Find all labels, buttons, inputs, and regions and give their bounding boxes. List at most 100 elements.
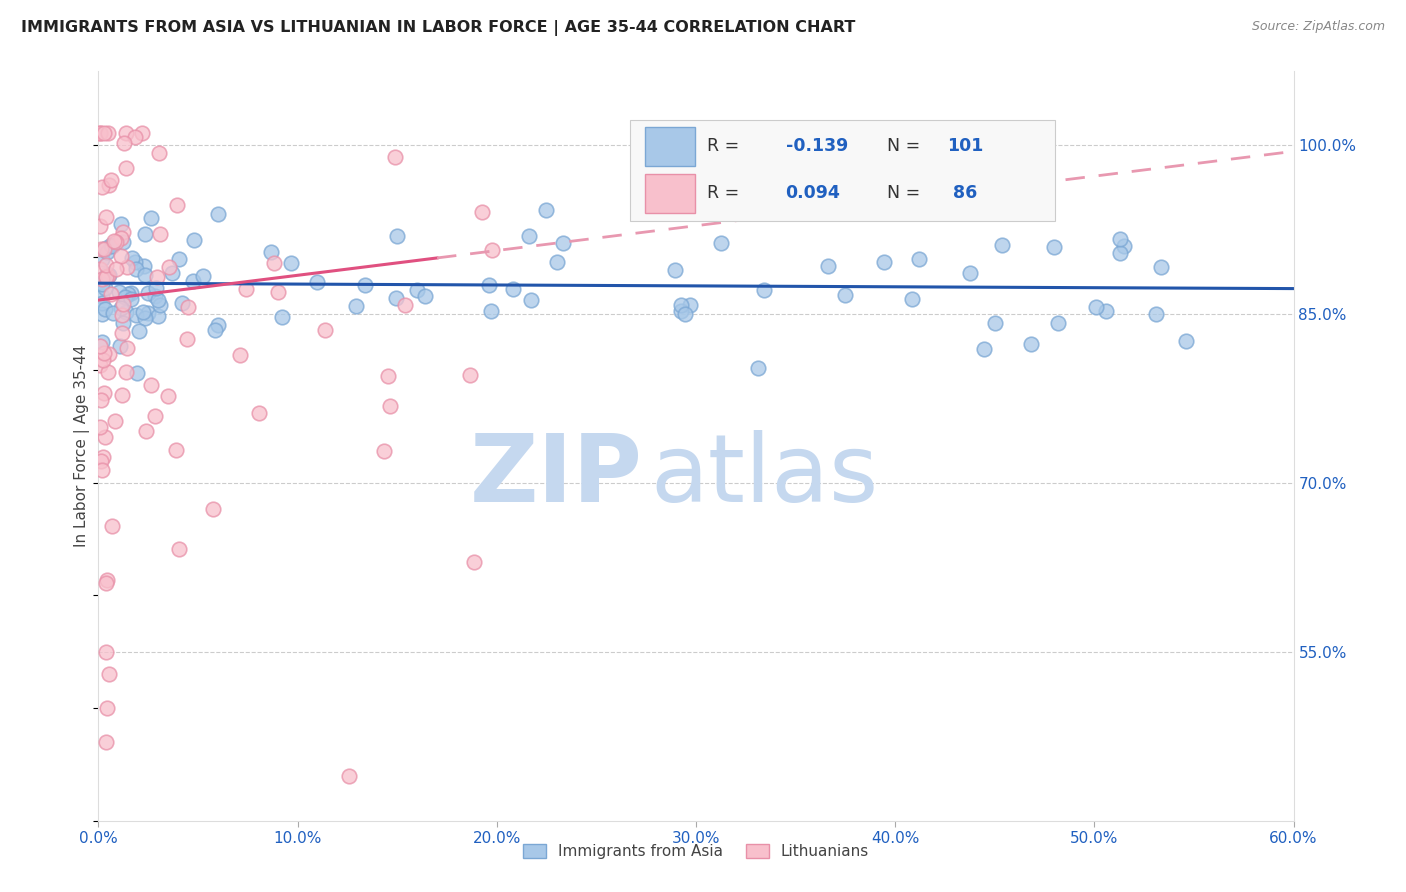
Point — [354, 277, 377, 292]
Point — [110, 230, 132, 244]
Point — [148, 145, 170, 160]
Point — [413, 289, 436, 303]
Text: IMMIGRANTS FROM ASIA VS LITHUANIAN IN LABOR FORCE | AGE 35-44 CORRELATION CHART: IMMIGRANTS FROM ASIA VS LITHUANIAN IN LA… — [21, 20, 855, 36]
Point — [105, 235, 128, 250]
Point — [1043, 239, 1066, 253]
Point — [112, 235, 135, 249]
Point — [110, 301, 132, 315]
Text: 0.094: 0.094 — [786, 185, 841, 202]
Point — [125, 261, 148, 276]
Point — [101, 306, 124, 320]
Point — [111, 316, 134, 330]
Text: 86: 86 — [948, 185, 977, 202]
Point — [534, 202, 557, 217]
Point — [94, 270, 117, 285]
Point — [104, 261, 127, 276]
Point — [149, 227, 172, 241]
Point — [111, 225, 134, 239]
Bar — [644, 127, 695, 166]
Text: Source: ZipAtlas.com: Source: ZipAtlas.com — [1251, 20, 1385, 33]
Point — [1019, 337, 1042, 351]
Point — [93, 126, 115, 140]
Point — [1144, 307, 1167, 321]
Point — [115, 341, 138, 355]
Point — [131, 126, 153, 140]
Point — [959, 266, 981, 280]
Point — [384, 150, 406, 164]
Point — [91, 450, 114, 464]
Point — [91, 463, 114, 477]
Point — [201, 501, 224, 516]
Point — [89, 358, 111, 372]
Point — [96, 245, 118, 260]
Point — [229, 349, 252, 363]
Point — [463, 555, 485, 569]
Point — [89, 419, 111, 434]
Point — [110, 249, 132, 263]
Point — [111, 297, 134, 311]
Point — [96, 267, 118, 281]
Point — [260, 245, 283, 260]
Point — [93, 352, 115, 367]
Point — [146, 310, 169, 324]
Point — [94, 430, 117, 444]
Point — [172, 295, 194, 310]
Point — [101, 239, 124, 253]
Point — [519, 229, 541, 244]
Point — [110, 217, 132, 231]
Point — [89, 126, 111, 140]
Point — [377, 369, 399, 384]
Point — [148, 298, 170, 312]
Point — [1085, 300, 1108, 314]
Point — [546, 255, 568, 269]
Point — [520, 293, 543, 308]
Point — [502, 282, 524, 296]
Point — [141, 377, 163, 392]
Point — [834, 288, 856, 302]
Point — [235, 282, 257, 296]
Point — [93, 346, 115, 360]
Point — [96, 645, 118, 659]
Point — [96, 735, 118, 749]
Point — [121, 251, 143, 265]
Point — [145, 281, 167, 295]
Point — [1108, 246, 1130, 260]
Point — [100, 172, 122, 186]
Point — [94, 269, 117, 284]
Point — [385, 291, 408, 305]
Point — [112, 136, 135, 150]
Point — [271, 310, 294, 324]
Point — [973, 342, 995, 356]
Point — [97, 126, 120, 140]
Point — [207, 318, 229, 332]
Point — [124, 255, 146, 269]
FancyBboxPatch shape — [630, 120, 1054, 221]
Point — [94, 241, 117, 255]
Point — [134, 227, 156, 241]
Point — [139, 211, 162, 226]
Point — [91, 334, 114, 349]
Point — [280, 256, 302, 270]
Point — [100, 238, 122, 252]
Point — [94, 575, 117, 590]
Point — [90, 242, 112, 256]
Y-axis label: In Labor Force | Age 35-44: In Labor Force | Age 35-44 — [75, 345, 90, 547]
Point — [93, 242, 115, 256]
Point — [124, 129, 146, 144]
Point — [97, 667, 120, 681]
Point — [314, 323, 336, 337]
Point — [157, 260, 180, 274]
Point — [117, 286, 139, 301]
Point — [94, 281, 117, 295]
Point — [120, 292, 142, 306]
Point — [166, 198, 188, 212]
Point — [247, 406, 270, 420]
Point — [89, 126, 111, 140]
Point — [394, 298, 416, 312]
Point — [752, 283, 775, 297]
Point — [183, 233, 205, 247]
Point — [100, 286, 122, 301]
Point — [669, 303, 692, 318]
Point — [134, 310, 156, 325]
Point — [89, 261, 111, 276]
